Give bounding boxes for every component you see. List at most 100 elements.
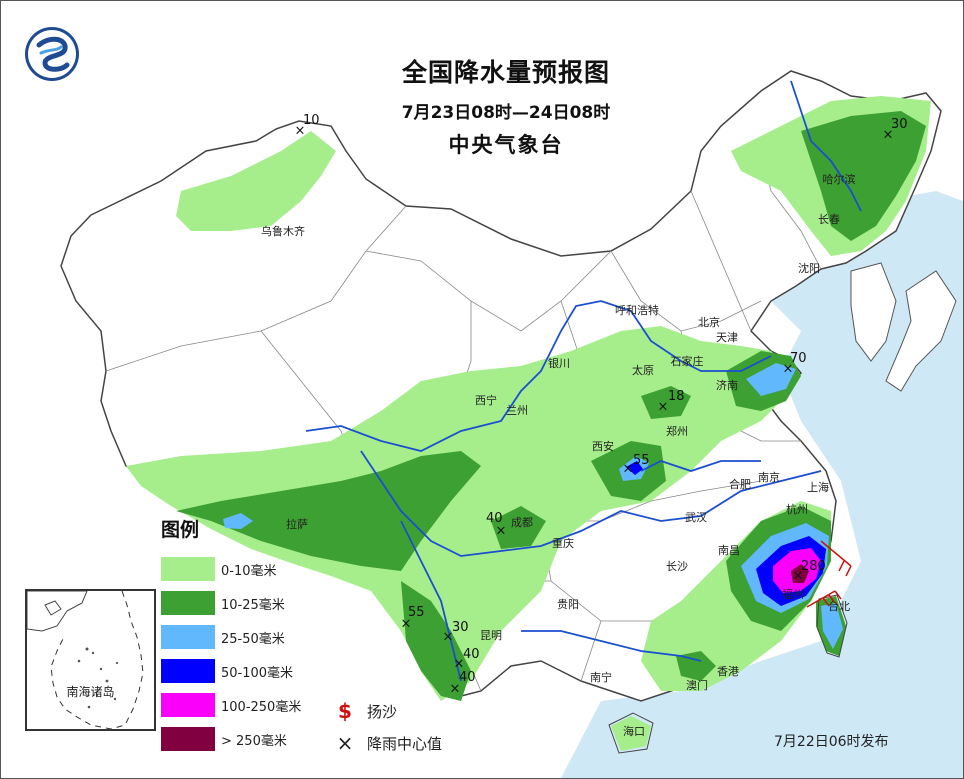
legend-swatch [161,727,215,751]
city-label: 上海 [807,481,829,494]
city-label: 贵阳 [557,598,579,611]
city-label: 哈尔滨 [822,173,856,186]
symbol-legend-item: × 降雨中心值 [331,727,442,759]
legend-swatch [161,591,215,615]
zone-moderate-sichuan [491,506,546,549]
rain-center-marker: × [657,399,669,415]
zone-moderate-shanxi [641,386,691,419]
legend-label: 50-100毫米 [221,665,294,681]
legend-item: 100-250毫米 [161,688,301,722]
rain-center-marker: × [400,616,412,632]
legend-item: 10-25毫米 [161,586,301,620]
symbol-legend-label: 扬沙 [367,702,398,721]
zone-moderate-yunnan [401,581,471,701]
rain-zones [126,96,931,751]
city-label: 昆明 [480,629,502,642]
rain-center-marker: × [495,523,507,539]
rain-center-marker: × [449,681,461,697]
city-label: 南昌 [718,544,740,557]
rain-center-value: 40 [459,670,476,685]
zone-light-xinjiang [176,131,336,231]
rain-center-marker: × [882,127,894,143]
issuer: 中央气象台 [448,133,564,157]
forecast-period: 7月23日08时—24日08时 [401,103,611,123]
rain-center-value: 55 [408,605,425,620]
release-time: 7月22日06时发布 [774,734,889,750]
legend-item: 0-10毫米 [161,552,301,586]
taiwan-outline [816,594,848,658]
sand-dust-icon: $ [338,699,352,723]
city-label: 呼和浩特 [615,304,659,317]
city-label: 重庆 [552,537,574,550]
symbol-legend-item: $ 扬沙 [331,695,442,727]
rain-center-value: 30 [452,620,469,635]
legend-swatch [161,557,215,581]
rain-center-value: 30 [891,117,908,132]
city-label: 西安 [592,440,614,453]
zone-extreme-fujian [791,564,809,583]
city-label: 兰州 [506,404,528,417]
city-label: 天津 [716,331,738,344]
legend-title: 图例 [161,519,200,541]
japan-outline [885,270,957,392]
city-label: 沈阳 [798,262,820,275]
cma-logo-icon [25,27,79,81]
rain-center-marker: × [792,568,804,584]
rain-center-value: 40 [486,511,503,526]
symbol-legend-label: 降雨中心值 [367,734,443,753]
zone-rainstorm-shaanxi [626,461,643,475]
city-label: 澳门 [686,679,708,692]
symbol-legend: $ 扬沙 × 降雨中心值 [331,695,442,759]
legend: 图例 0-10毫米 10-25毫米 25-50毫米 50-100毫米 100-2… [161,515,301,756]
city-label: 北京 [698,316,720,329]
legend-item: 50-100毫米 [161,654,301,688]
legend-swatch [161,693,215,717]
city-label: 长春 [818,213,840,226]
legend-item: 25-50毫米 [161,620,301,654]
rain-center-icon: × [336,731,354,755]
zone-moderate-northeast [801,111,926,241]
title-block: 全国降水量预报图 7月23日08时—24日08时 中央气象台 [341,53,671,159]
south-china-sea-inset: 南海诸岛 [25,589,156,731]
city-label: 成都 [511,516,533,529]
zone-heavy-shandong [746,363,796,396]
zone-light-central [126,326,791,701]
city-label: 石家庄 [670,355,704,368]
zone-heavy-taiwan [821,603,843,649]
city-label: 南京 [758,471,780,484]
city-label: 长沙 [666,560,688,573]
legend-label: 10-25毫米 [221,597,285,613]
korea-outline [850,262,897,362]
legend-label: 25-50毫米 [221,631,285,647]
rain-center-value: 10 [303,113,320,128]
rain-center-value: 18 [668,389,685,404]
legend-swatch [161,625,215,649]
city-label: 太原 [632,364,654,377]
zone-moderate-tibet [176,451,481,571]
city-label: 合肥 [729,478,751,491]
rain-center-value: 280 [801,559,826,574]
city-label: 银川 [548,357,570,370]
rain-center-marker: × [622,461,634,477]
legend-label: > 250毫米 [221,733,287,749]
zone-heavy-tibet [223,513,253,529]
inset-label: 南海诸岛 [66,685,115,699]
city-label: 台北 [828,600,850,613]
city-label: 海口 [623,725,645,738]
city-label: 南宁 [590,671,612,684]
wind-barb [806,540,852,608]
city-label: 武汉 [685,511,707,524]
city-label: 西宁 [475,394,497,407]
rain-center-marker: × [782,361,794,377]
rain-center-marker: × [453,656,465,672]
rain-center-marker: × [442,629,454,645]
legend-swatch [161,659,215,683]
legend-label: 100-250毫米 [221,699,302,715]
rivers [305,80,862,682]
map-title: 全国降水量预报图 [401,58,610,87]
city-label: 福州 [782,588,804,601]
rain-center-marker: × [294,123,306,139]
city-label: 郑州 [666,425,688,438]
